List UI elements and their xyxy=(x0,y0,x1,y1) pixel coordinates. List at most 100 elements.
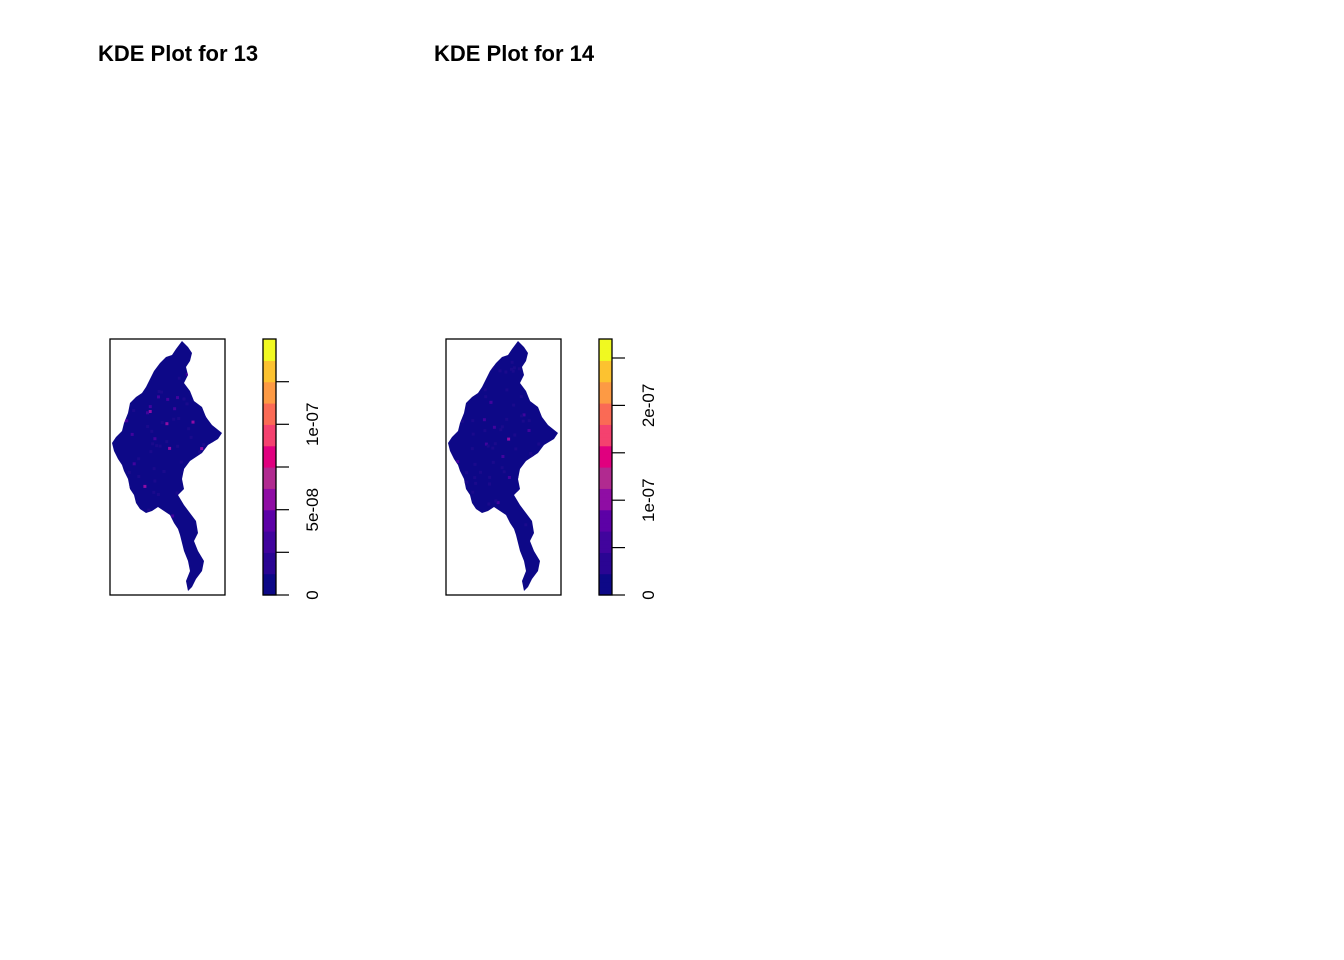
colorbar-segment xyxy=(599,441,612,447)
colorbar-segment xyxy=(599,569,612,575)
density-cell xyxy=(175,491,179,495)
density-cell xyxy=(189,435,193,439)
density-cell xyxy=(525,377,529,381)
density-cell xyxy=(199,473,203,477)
colorbar-segment xyxy=(599,577,612,583)
density-cell xyxy=(212,441,216,445)
density-cell xyxy=(157,513,161,516)
colorbar-segment xyxy=(263,479,276,485)
colorbar-segment xyxy=(263,509,276,515)
colorbar-segment xyxy=(599,390,612,396)
density-cell xyxy=(522,413,526,417)
density-cell xyxy=(148,405,152,409)
density-cell xyxy=(152,490,156,494)
density-cell xyxy=(517,475,521,479)
panel-kde-13: KDE Plot for 13 0 5e-08 1e-07 xyxy=(98,41,322,600)
density-cell xyxy=(511,369,515,373)
density-cell xyxy=(527,429,531,432)
density-cell xyxy=(187,427,191,431)
density-cell xyxy=(512,366,516,370)
colorbar-segment xyxy=(599,552,612,558)
density-cell xyxy=(152,467,156,471)
density-cell xyxy=(205,415,209,419)
density-cell xyxy=(543,406,547,410)
density-cell xyxy=(510,367,513,371)
colorbar-segment xyxy=(263,484,276,489)
density-cell xyxy=(491,366,495,370)
colorbar-segment xyxy=(263,381,276,387)
density-cell xyxy=(496,501,500,505)
density-cell xyxy=(128,388,132,392)
density-cell xyxy=(533,374,537,378)
density-cell xyxy=(135,373,139,377)
colorbar-segment xyxy=(263,356,276,361)
density-cell xyxy=(471,419,475,423)
colorbar-segment xyxy=(263,569,276,575)
colorbar-segment xyxy=(263,347,276,353)
density-cell xyxy=(160,390,163,394)
density-cell xyxy=(165,422,169,426)
density-cell xyxy=(148,410,152,413)
colorbar-segment xyxy=(599,394,612,400)
density-cell xyxy=(544,461,548,465)
density-cell xyxy=(141,379,145,383)
density-cell xyxy=(202,443,206,447)
colorbar-segment xyxy=(599,385,612,391)
density-cell xyxy=(212,360,216,364)
colorbar-segment xyxy=(263,565,276,570)
colorbar-segment xyxy=(599,428,612,434)
density-cell xyxy=(200,447,204,451)
colorbar-segment xyxy=(263,526,276,532)
density-cell xyxy=(528,467,532,470)
density-cell xyxy=(185,402,189,406)
colorbar-tick-label: 0 xyxy=(303,590,322,599)
density-cell xyxy=(526,374,529,378)
density-cell xyxy=(195,375,199,379)
density-cell xyxy=(130,520,134,524)
colorbar-segment xyxy=(263,441,276,447)
density-cell xyxy=(168,446,172,450)
density-cell xyxy=(153,479,157,483)
colorbar-segment xyxy=(599,513,612,519)
density-cell xyxy=(512,403,516,407)
density-cell xyxy=(201,465,205,469)
density-cell xyxy=(514,447,518,451)
colorbar-segment xyxy=(599,356,612,361)
colorbar-segment xyxy=(263,407,276,413)
density-cell xyxy=(529,397,533,401)
density-cell xyxy=(137,475,141,478)
density-cell xyxy=(158,444,162,448)
density-cell xyxy=(176,444,180,448)
colorbar-segment xyxy=(599,458,612,464)
colorbar-segment xyxy=(599,373,612,378)
colorbar-segment xyxy=(263,552,276,558)
colorbar-frame xyxy=(598,338,613,596)
colorbar-segment xyxy=(599,454,612,460)
colorbar-segment xyxy=(599,343,612,349)
colorbar-segment xyxy=(263,488,276,494)
colorbar-segment xyxy=(599,377,612,383)
density-cell xyxy=(517,367,521,371)
panel-kde-14: KDE Plot for 14 0 1e-07 2e-07 xyxy=(434,41,658,600)
density-cell xyxy=(466,375,470,379)
colorbar-segment xyxy=(263,492,276,498)
colorbar-segment xyxy=(599,424,612,430)
density-cell xyxy=(191,420,195,424)
density-cell xyxy=(146,376,150,380)
colorbar-segment xyxy=(263,377,276,383)
density-cell xyxy=(150,429,154,433)
colorbar-tick-label: 1e-07 xyxy=(639,478,658,521)
density-cell xyxy=(493,442,497,446)
colorbar-segment xyxy=(599,484,612,489)
density-cell xyxy=(137,457,141,461)
density-cell xyxy=(471,432,475,436)
colorbar-segment xyxy=(263,428,276,434)
density-cell xyxy=(130,432,134,436)
density-cell xyxy=(173,407,177,411)
colorbar-segment xyxy=(599,556,612,562)
density-cell xyxy=(131,526,135,530)
colorbar-tick-label: 2e-07 xyxy=(639,384,658,427)
colorbar-segment xyxy=(263,586,276,592)
density-cell xyxy=(499,428,503,432)
